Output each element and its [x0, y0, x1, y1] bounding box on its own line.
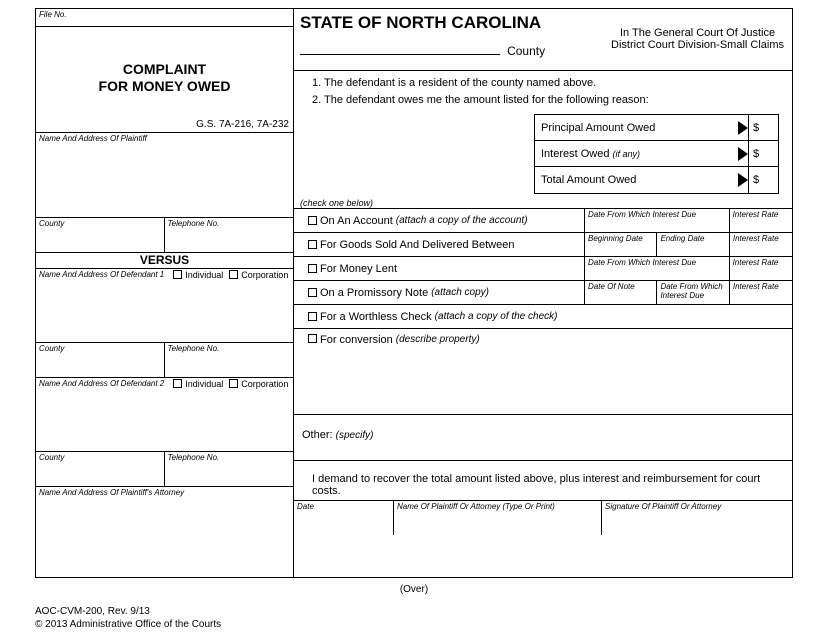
other-field[interactable]: Other: (specify)	[294, 415, 792, 461]
r4-date-int-field[interactable]: Date From Which Interest Due	[657, 281, 729, 304]
form-title: COMPLAINT FOR MONEY OWED	[36, 27, 293, 95]
court-name: In The General Court Of Justice District…	[611, 27, 784, 51]
principal-amount-field[interactable]: $	[748, 115, 778, 140]
def2-corporation-checkbox[interactable]	[229, 379, 238, 388]
attorney-address-field[interactable]: Name And Address Of Plaintiff's Attorney	[36, 487, 293, 577]
defendant2-address-field[interactable]: Name And Address Of Defendant 2 Individu…	[36, 378, 293, 452]
def1-phone-field[interactable]: Telephone No.	[165, 343, 294, 377]
plaintiff-phone-field[interactable]: Telephone No.	[165, 218, 294, 252]
signature-date-field[interactable]: Date	[294, 501, 394, 535]
total-row: Total Amount Owed $	[535, 167, 778, 193]
defendant1-address-field[interactable]: Name And Address Of Defendant 1 Individu…	[36, 269, 293, 343]
def1-individual-checkbox[interactable]	[173, 270, 182, 279]
signature-row: Date Name Of Plaintiff Or Attorney (Type…	[294, 501, 792, 535]
def2-county-phone: County Telephone No.	[36, 452, 293, 487]
total-amount-field[interactable]: $	[748, 167, 778, 193]
goods-sold-checkbox[interactable]	[308, 240, 317, 249]
footer: (Over) AOC-CVM-200, Rev. 9/13 © 2013 Adm…	[35, 578, 793, 631]
on-account-checkbox[interactable]	[308, 216, 317, 225]
left-column: File No. COMPLAINT FOR MONEY OWED G.S. 7…	[36, 9, 294, 577]
def2-county-field[interactable]: County	[36, 452, 165, 486]
r3-date-from-field[interactable]: Date From Which Interest Due	[585, 257, 730, 280]
r2-end-date-field[interactable]: Ending Date	[657, 233, 729, 256]
form-title-block: COMPLAINT FOR MONEY OWED G.S. 7A-216, 7A…	[36, 27, 293, 133]
plaintiff-county-phone: County Telephone No.	[36, 218, 293, 253]
triangle-icon	[738, 121, 748, 135]
signature-name-field[interactable]: Name Of Plaintiff Or Attorney (Type Or P…	[394, 501, 602, 535]
def1-county-field[interactable]: County	[36, 343, 165, 377]
r2-begin-date-field[interactable]: Beginning Date	[585, 233, 657, 256]
worthless-check-checkbox[interactable]	[308, 312, 317, 321]
amounts-table: Principal Amount Owed $ Interest Owed (i…	[534, 114, 779, 194]
def2-phone-field[interactable]: Telephone No.	[165, 452, 294, 486]
file-no-field[interactable]: File No.	[36, 9, 293, 27]
principal-row: Principal Amount Owed $	[535, 115, 778, 141]
plaintiff-address-label: Name And Address Of Plaintiff	[36, 133, 293, 144]
demand-statement: I demand to recover the total amount lis…	[294, 461, 792, 501]
promissory-note-checkbox[interactable]	[308, 288, 317, 297]
reason-block: On An Account (attach a copy of the acco…	[294, 208, 792, 461]
signature-field[interactable]: Signature Of Plaintiff Or Attorney	[602, 501, 792, 535]
r4-interest-rate-field[interactable]: Interest Rate	[730, 281, 792, 304]
right-column: STATE OF NORTH CAROLINA County In The Ge…	[294, 9, 792, 577]
statute-ref: G.S. 7A-216, 7A-232	[196, 119, 289, 130]
header-block: STATE OF NORTH CAROLINA County In The Ge…	[294, 9, 792, 71]
def1-county-phone: County Telephone No.	[36, 343, 293, 378]
r1-interest-rate-field[interactable]: Interest Rate	[730, 209, 792, 232]
interest-amount-field[interactable]: $	[748, 141, 778, 166]
over-label: (Over)	[35, 584, 793, 595]
triangle-icon	[738, 147, 748, 161]
plaintiff-address-field[interactable]: Name And Address Of Plaintiff	[36, 133, 293, 218]
conversion-checkbox[interactable]	[308, 334, 317, 343]
def2-individual-checkbox[interactable]	[173, 379, 182, 388]
r3-interest-rate-field[interactable]: Interest Rate	[730, 257, 792, 280]
plaintiff-county-field[interactable]: County	[36, 218, 165, 252]
county-blank[interactable]	[300, 41, 500, 55]
statement-1: 1. The defendant is a resident of the co…	[312, 75, 784, 92]
file-no-label: File No.	[36, 9, 293, 20]
r2-interest-rate-field[interactable]: Interest Rate	[730, 233, 792, 256]
form-id: AOC-CVM-200, Rev. 9/13 © 2013 Administra…	[35, 605, 793, 631]
statements-block: 1. The defendant is a resident of the co…	[294, 71, 792, 110]
def1-corporation-checkbox[interactable]	[229, 270, 238, 279]
defendant1-label: Name And Address Of Defendant 1	[36, 269, 167, 280]
triangle-icon	[738, 173, 748, 187]
interest-row: Interest Owed (if any) $	[535, 141, 778, 167]
county-word: County	[507, 44, 545, 58]
defendant2-label: Name And Address Of Defendant 2	[36, 378, 167, 389]
check-one-label: (check one below)	[294, 198, 792, 208]
r1-date-from-field[interactable]: Date From Which Interest Due	[585, 209, 730, 232]
form-container: File No. COMPLAINT FOR MONEY OWED G.S. 7…	[35, 8, 793, 578]
versus-label: VERSUS	[36, 253, 293, 269]
attorney-label: Name And Address Of Plaintiff's Attorney	[36, 487, 293, 498]
r4-date-note-field[interactable]: Date Of Note	[585, 281, 657, 304]
money-lent-checkbox[interactable]	[308, 264, 317, 273]
statement-2: 2. The defendant owes me the amount list…	[312, 92, 784, 109]
